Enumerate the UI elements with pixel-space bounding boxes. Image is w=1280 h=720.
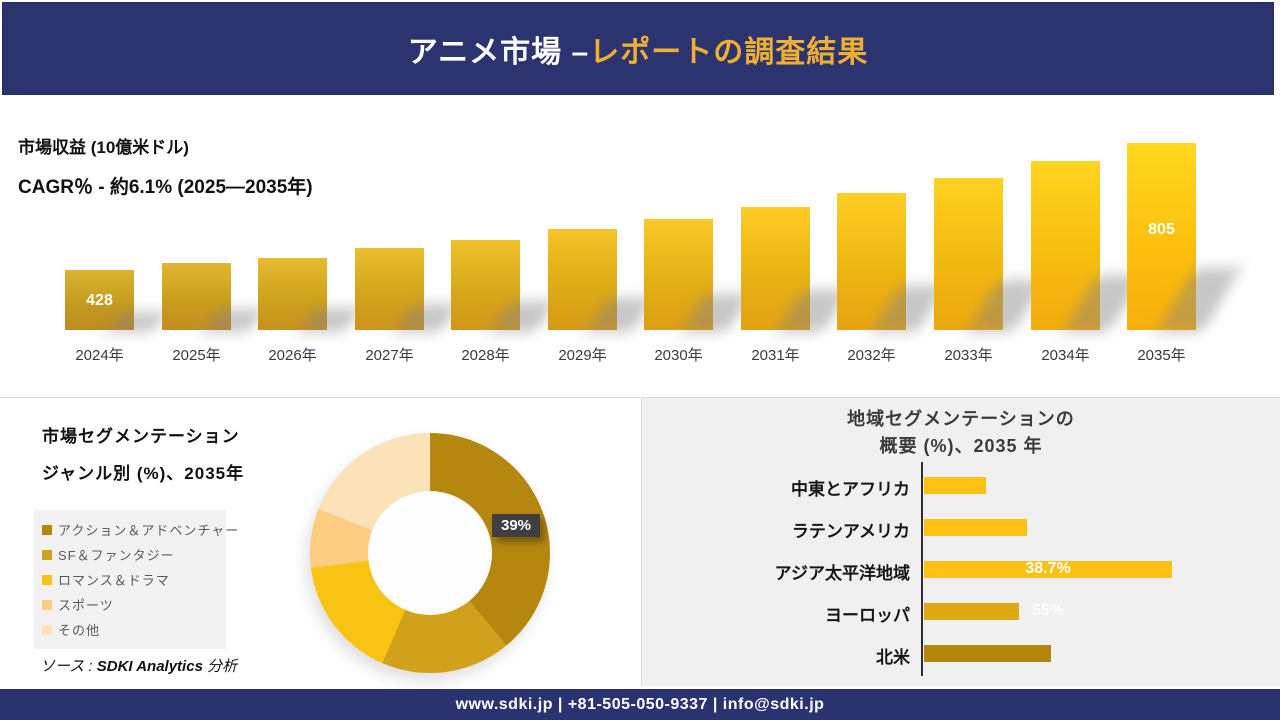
region-segmentation-panel: 地域セグメンテーションの 概要 (%)、2035 年 中東とアフリカ ラテンアメリ… <box>641 397 1280 686</box>
bar-shadow <box>395 304 459 332</box>
legend-label: ロマンス＆ドラマ <box>58 573 170 588</box>
region-bar-1 <box>924 477 986 494</box>
genre-title-line2: ジャンル別 (%)、2035年 <box>42 464 245 483</box>
legend-item: SF＆ファンタジー <box>42 542 218 567</box>
bar-shadow <box>682 294 750 332</box>
year-axis-label: 2035年 <box>1137 347 1186 364</box>
year-axis-label: 2025年 <box>172 347 221 364</box>
revenue-bar-2034年 <box>1031 161 1143 332</box>
source-note: ソース : SDKI Analytics 分析 <box>40 655 237 676</box>
footer-contact-text: www.sdki.jp | +81-505-050-9337 | info@sd… <box>455 695 825 713</box>
legend-item: スポーツ <box>42 592 218 617</box>
genre-title-line1: 市場セグメンテーション <box>42 427 240 446</box>
region-category-label: アジア太平洋地域 <box>774 564 910 583</box>
genre-legend: アクション＆アドベンチャー SF＆ファンタジー ロマンス＆ドラマ スポーツその他 <box>34 510 238 649</box>
bar-shadow <box>491 301 555 332</box>
revenue-bar-2026年 <box>258 258 361 332</box>
donut-callout-label: 39% <box>492 514 541 537</box>
legend-swatch-icon <box>42 524 52 535</box>
region-bar-value-label: 55% <box>1032 602 1065 619</box>
region-bar-2 <box>924 519 1027 536</box>
revenue-metric-label: 市場収益 (10億米ドル) <box>18 138 189 157</box>
revenue-bar-2025年 <box>162 263 264 332</box>
legend-item: アクション＆アドベンチャー <box>42 517 238 542</box>
revenue-bar-2027年 <box>355 248 459 332</box>
legend-item: その他 <box>42 617 218 642</box>
region-category-label: 北米 <box>876 648 910 667</box>
report-title-findings: レポートの調査結果 <box>589 35 869 69</box>
legend-item: ロマンス＆ドラマ <box>42 567 218 592</box>
legend-label: スポーツ <box>58 598 114 613</box>
region-axis-line <box>921 462 923 676</box>
year-axis-label: 2024年 <box>75 347 124 364</box>
legend-swatch-icon <box>42 574 52 585</box>
revenue-bar-2035年: 805 <box>1127 143 1241 332</box>
report-header: アニメ市場 – レポートの調査結果 <box>2 2 1274 95</box>
bar-value-label: 805 <box>1148 221 1175 238</box>
revenue-bar-2033年 <box>934 178 1044 332</box>
cagr-label: CAGR％ - 約6.1% (2025―2035年) <box>18 177 313 198</box>
year-axis-label: 2034年 <box>1041 347 1090 364</box>
year-axis-label: 2027年 <box>365 347 414 364</box>
year-axis-label: 2032年 <box>847 347 896 364</box>
source-company: SDKI Analytics <box>96 658 203 675</box>
region-bar-value-label: 38.7% <box>1025 560 1071 577</box>
year-axis-label: 2026年 <box>268 347 317 364</box>
report-title-market: アニメ市場 – <box>407 35 590 69</box>
region-bar-3 <box>924 561 1172 578</box>
source-suffix: 分析 <box>202 658 238 675</box>
year-axis-label: 2031年 <box>751 347 800 364</box>
revenue-bar-2029年 <box>548 229 653 332</box>
region-bar-5 <box>924 645 1051 662</box>
year-axis-label: 2030年 <box>654 347 703 364</box>
bar-shadow <box>299 307 361 332</box>
source-prefix: ソース : <box>40 658 97 675</box>
region-category-label: ヨーロッパ <box>825 606 910 625</box>
year-axis-label: 2029年 <box>558 347 607 364</box>
legend-label: SF＆ファンタジー <box>58 548 175 563</box>
region-category-label: ラテンアメリカ <box>791 522 910 541</box>
region-title-line1: 地域セグメンテーションの <box>847 409 1075 429</box>
bar-shadow <box>1157 268 1241 332</box>
genre-segmentation-panel: 市場セグメンテーション ジャンル別 (%)、2035年 アクション＆アドベンチャ… <box>0 397 640 686</box>
bar-value-label: 428 <box>86 292 113 309</box>
legend-label: アクション＆アドベンチャー <box>58 523 240 538</box>
region-category-label: 中東とアフリカ <box>791 480 910 499</box>
legend-swatch-icon <box>42 624 52 635</box>
legend-swatch-icon <box>42 549 52 560</box>
revenue-bar-2024年: 428 <box>65 270 166 332</box>
footer-bar: www.sdki.jp | +81-505-050-9337 | info@sd… <box>0 689 1280 720</box>
revenue-bar-2030年 <box>644 219 750 332</box>
donut-hole <box>368 491 492 615</box>
year-axis-label: 2033年 <box>944 347 993 364</box>
bar-shadow <box>204 309 264 332</box>
bar-shadow <box>108 311 166 332</box>
revenue-bar-2031年 <box>741 207 849 332</box>
region-bar-4 <box>924 603 1019 620</box>
revenue-bar-2032年 <box>837 193 946 332</box>
year-axis-label: 2028年 <box>461 347 510 364</box>
legend-swatch-icon <box>42 599 52 610</box>
revenue-bar-2028年 <box>451 240 555 332</box>
region-title-line2: 概要 (%)、2035 年 <box>879 436 1043 456</box>
legend-label: その他 <box>58 623 101 638</box>
